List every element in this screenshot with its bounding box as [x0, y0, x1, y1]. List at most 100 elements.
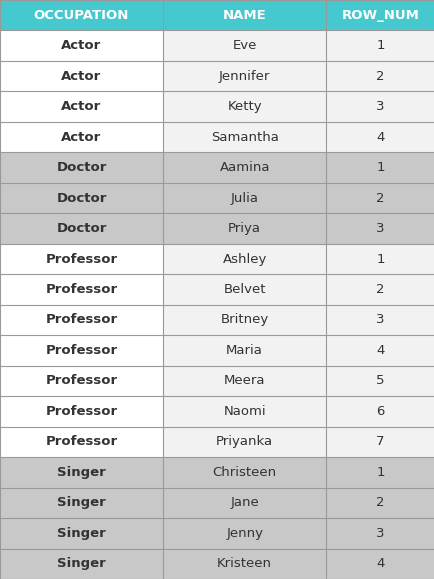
Bar: [163, 335, 326, 366]
Text: Ashley: Ashley: [222, 252, 266, 266]
Text: Doctor: Doctor: [56, 192, 106, 204]
Text: 6: 6: [375, 405, 384, 418]
Text: 4: 4: [375, 557, 384, 570]
Bar: [326, 122, 434, 152]
Bar: [0, 457, 163, 488]
Bar: [163, 427, 326, 457]
Bar: [163, 0, 326, 31]
Text: Doctor: Doctor: [56, 222, 106, 235]
Text: Professor: Professor: [46, 252, 117, 266]
Text: Actor: Actor: [61, 69, 102, 83]
Text: Singer: Singer: [57, 527, 106, 540]
Bar: [163, 213, 326, 244]
Text: Professor: Professor: [46, 283, 117, 296]
Bar: [0, 183, 163, 213]
Text: 4: 4: [375, 131, 384, 144]
Bar: [326, 274, 434, 305]
Text: Singer: Singer: [57, 466, 106, 479]
Bar: [0, 213, 163, 244]
Bar: [163, 274, 326, 305]
Bar: [163, 457, 326, 488]
Bar: [163, 548, 326, 579]
Text: Christeen: Christeen: [212, 466, 276, 479]
Bar: [163, 366, 326, 396]
Text: 2: 2: [375, 192, 384, 204]
Text: Meera: Meera: [224, 375, 265, 387]
Bar: [326, 183, 434, 213]
Text: 2: 2: [375, 496, 384, 510]
Text: NAME: NAME: [222, 9, 266, 22]
Bar: [0, 396, 163, 427]
Text: Actor: Actor: [61, 39, 102, 52]
Text: Ketty: Ketty: [227, 100, 261, 113]
Text: 3: 3: [375, 222, 384, 235]
Bar: [326, 457, 434, 488]
Text: Jane: Jane: [230, 496, 259, 510]
Text: 3: 3: [375, 527, 384, 540]
Text: 2: 2: [375, 69, 384, 83]
Text: 1: 1: [375, 161, 384, 174]
Bar: [0, 488, 163, 518]
Bar: [0, 518, 163, 548]
Text: OCCUPATION: OCCUPATION: [34, 9, 129, 22]
Text: Julia: Julia: [230, 192, 258, 204]
Bar: [163, 305, 326, 335]
Bar: [0, 366, 163, 396]
Text: ROW_NUM: ROW_NUM: [341, 9, 419, 22]
Text: Samantha: Samantha: [210, 131, 278, 144]
Text: 3: 3: [375, 100, 384, 113]
Bar: [163, 488, 326, 518]
Bar: [163, 91, 326, 122]
Text: Actor: Actor: [61, 100, 102, 113]
Bar: [163, 152, 326, 183]
Text: Actor: Actor: [61, 131, 102, 144]
Text: Doctor: Doctor: [56, 161, 106, 174]
Bar: [0, 427, 163, 457]
Bar: [326, 244, 434, 274]
Bar: [0, 305, 163, 335]
Bar: [326, 61, 434, 91]
Bar: [326, 91, 434, 122]
Bar: [326, 548, 434, 579]
Bar: [163, 244, 326, 274]
Bar: [0, 548, 163, 579]
Bar: [163, 122, 326, 152]
Text: Jenny: Jenny: [226, 527, 263, 540]
Text: 1: 1: [375, 466, 384, 479]
Text: 1: 1: [375, 252, 384, 266]
Bar: [326, 427, 434, 457]
Text: Singer: Singer: [57, 557, 106, 570]
Text: Professor: Professor: [46, 344, 117, 357]
Bar: [326, 31, 434, 61]
Text: Professor: Professor: [46, 375, 117, 387]
Bar: [0, 244, 163, 274]
Bar: [0, 122, 163, 152]
Bar: [163, 31, 326, 61]
Bar: [326, 152, 434, 183]
Bar: [163, 61, 326, 91]
Text: Jennifer: Jennifer: [218, 69, 270, 83]
Text: Professor: Professor: [46, 435, 117, 448]
Bar: [326, 518, 434, 548]
Text: Professor: Professor: [46, 405, 117, 418]
Text: 5: 5: [375, 375, 384, 387]
Bar: [326, 213, 434, 244]
Bar: [326, 0, 434, 31]
Bar: [326, 335, 434, 366]
Bar: [0, 61, 163, 91]
Text: 3: 3: [375, 313, 384, 327]
Text: Eve: Eve: [232, 39, 256, 52]
Text: Singer: Singer: [57, 496, 106, 510]
Text: 1: 1: [375, 39, 384, 52]
Bar: [326, 396, 434, 427]
Bar: [326, 305, 434, 335]
Text: 7: 7: [375, 435, 384, 448]
Bar: [163, 518, 326, 548]
Bar: [326, 488, 434, 518]
Bar: [0, 335, 163, 366]
Text: Kristeen: Kristeen: [217, 557, 272, 570]
Text: Professor: Professor: [46, 313, 117, 327]
Text: Priya: Priya: [228, 222, 260, 235]
Text: Maria: Maria: [226, 344, 263, 357]
Text: Aamina: Aamina: [219, 161, 270, 174]
